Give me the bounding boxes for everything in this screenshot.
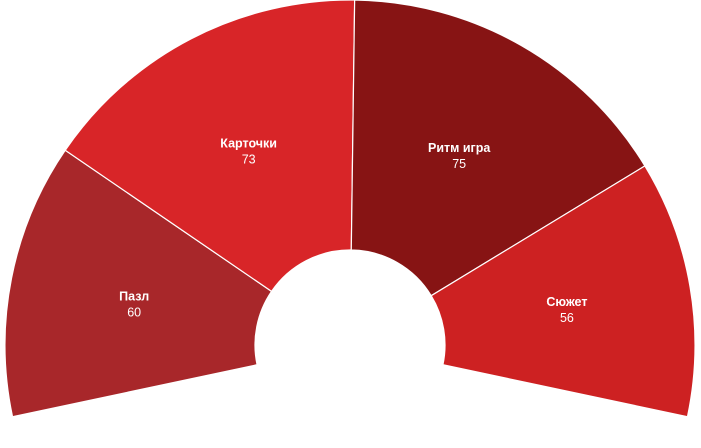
slice-3[interactable] xyxy=(430,165,696,418)
chart-labels: Пазл 60 Карточки 73 Ритм игра 75 Сюжет 56 xyxy=(119,137,587,325)
slice-label-2: Ритм игра xyxy=(428,141,491,155)
slice-0[interactable] xyxy=(4,149,273,418)
slice-1[interactable] xyxy=(64,0,356,293)
slice-value-3: 56 xyxy=(560,311,574,325)
slice-2[interactable] xyxy=(350,0,646,297)
slice-value-1: 73 xyxy=(242,153,256,167)
slice-label-3: Сюжет xyxy=(546,295,587,309)
slice-value-0: 60 xyxy=(127,305,141,319)
chart-slices xyxy=(4,0,696,418)
slice-value-2: 75 xyxy=(452,157,466,171)
slice-label-1: Карточки xyxy=(220,137,277,151)
slice-label-0: Пазл xyxy=(119,289,149,303)
